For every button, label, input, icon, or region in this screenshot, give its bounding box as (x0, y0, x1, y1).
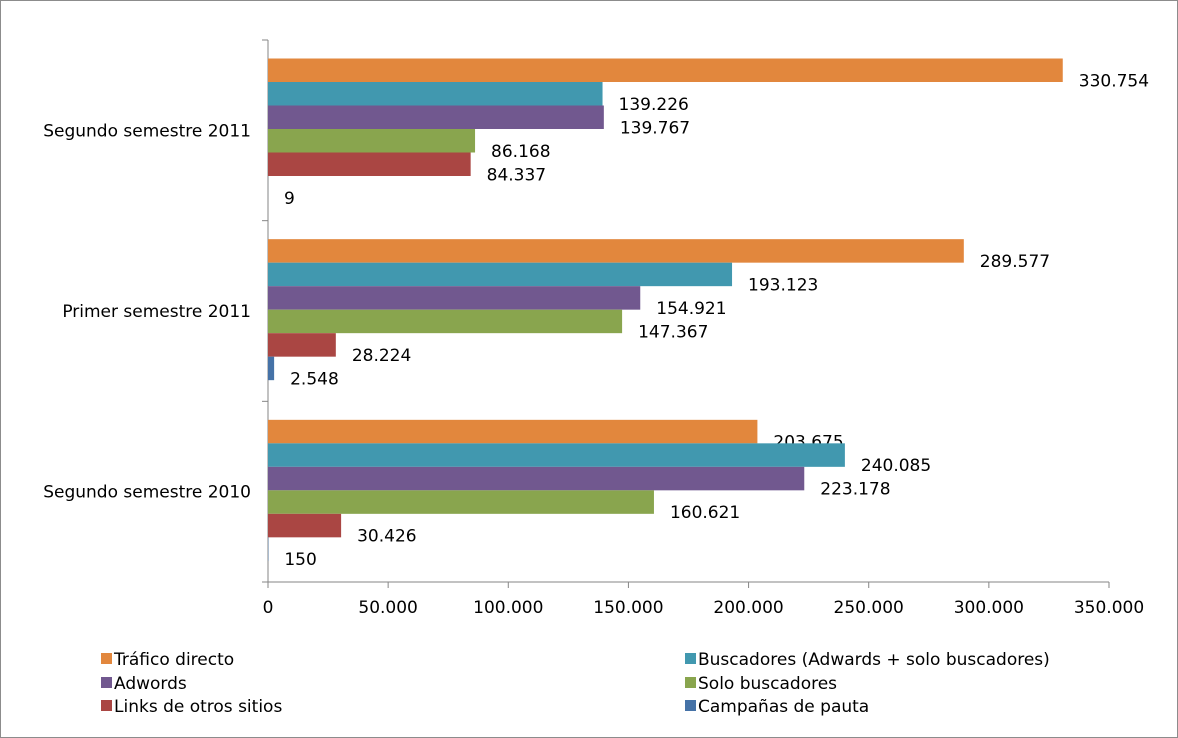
legend-label: Adwords (114, 674, 187, 694)
bar (268, 333, 336, 357)
bar (268, 262, 733, 287)
data-label: 84.337 (487, 165, 546, 185)
legend-swatch (685, 677, 696, 688)
x-tick-label: 0 (263, 598, 274, 618)
bar (268, 58, 1063, 82)
legend-swatch (685, 653, 696, 664)
legend-label: Links de otros sitios (114, 697, 282, 717)
data-label: 193.123 (748, 275, 818, 295)
data-label: 147.367 (638, 322, 708, 342)
x-tick-label: 200.000 (713, 598, 783, 618)
data-label: 9 (284, 189, 295, 209)
legend-label: Buscadores (Adwards + solo buscadores) (698, 650, 1050, 670)
category-label: Primer semestre 2011 (62, 302, 251, 322)
data-label: 240.085 (861, 456, 931, 476)
data-label: 2.548 (290, 369, 339, 389)
x-tick-label: 100.000 (473, 598, 543, 618)
bar (268, 152, 471, 176)
legend-label: Solo buscadores (698, 674, 837, 694)
data-label: 160.621 (670, 503, 740, 523)
data-label: 139.226 (619, 95, 689, 115)
x-tick-label: 50.000 (358, 598, 417, 618)
bar (268, 309, 623, 334)
data-label: 139.767 (620, 118, 690, 138)
data-label: 330.754 (1079, 71, 1149, 91)
data-label: 28.224 (352, 346, 411, 366)
data-label: 86.168 (491, 142, 550, 162)
bar (268, 443, 845, 467)
bar (268, 356, 275, 381)
category-label: Segundo semestre 2010 (43, 483, 251, 503)
bar (268, 239, 964, 263)
bar (268, 419, 758, 444)
x-tick-label: 300.000 (954, 598, 1024, 618)
data-label: 223.178 (820, 480, 890, 500)
legend-swatch (101, 653, 112, 664)
data-label: 30.426 (357, 527, 416, 547)
x-tick-label: 350.000 (1074, 598, 1144, 618)
category-label: Segundo semestre 2011 (43, 121, 251, 141)
x-tick-label: 250.000 (834, 598, 904, 618)
bar (268, 105, 604, 129)
data-label: 289.577 (980, 252, 1050, 272)
x-tick-label: 150.000 (593, 598, 663, 618)
legend-swatch (101, 677, 112, 688)
legend-label: Tráfico directo (113, 650, 234, 670)
bar (268, 466, 805, 491)
data-label: 154.921 (656, 299, 726, 319)
bar (268, 490, 654, 514)
legend-swatch (101, 700, 112, 711)
bar (268, 513, 342, 538)
bar (268, 129, 476, 153)
bar (268, 286, 641, 310)
bar (268, 82, 603, 106)
data-label: 150 (284, 550, 316, 570)
legend-swatch (685, 700, 696, 711)
legend-label: Campañas de pauta (698, 697, 869, 717)
